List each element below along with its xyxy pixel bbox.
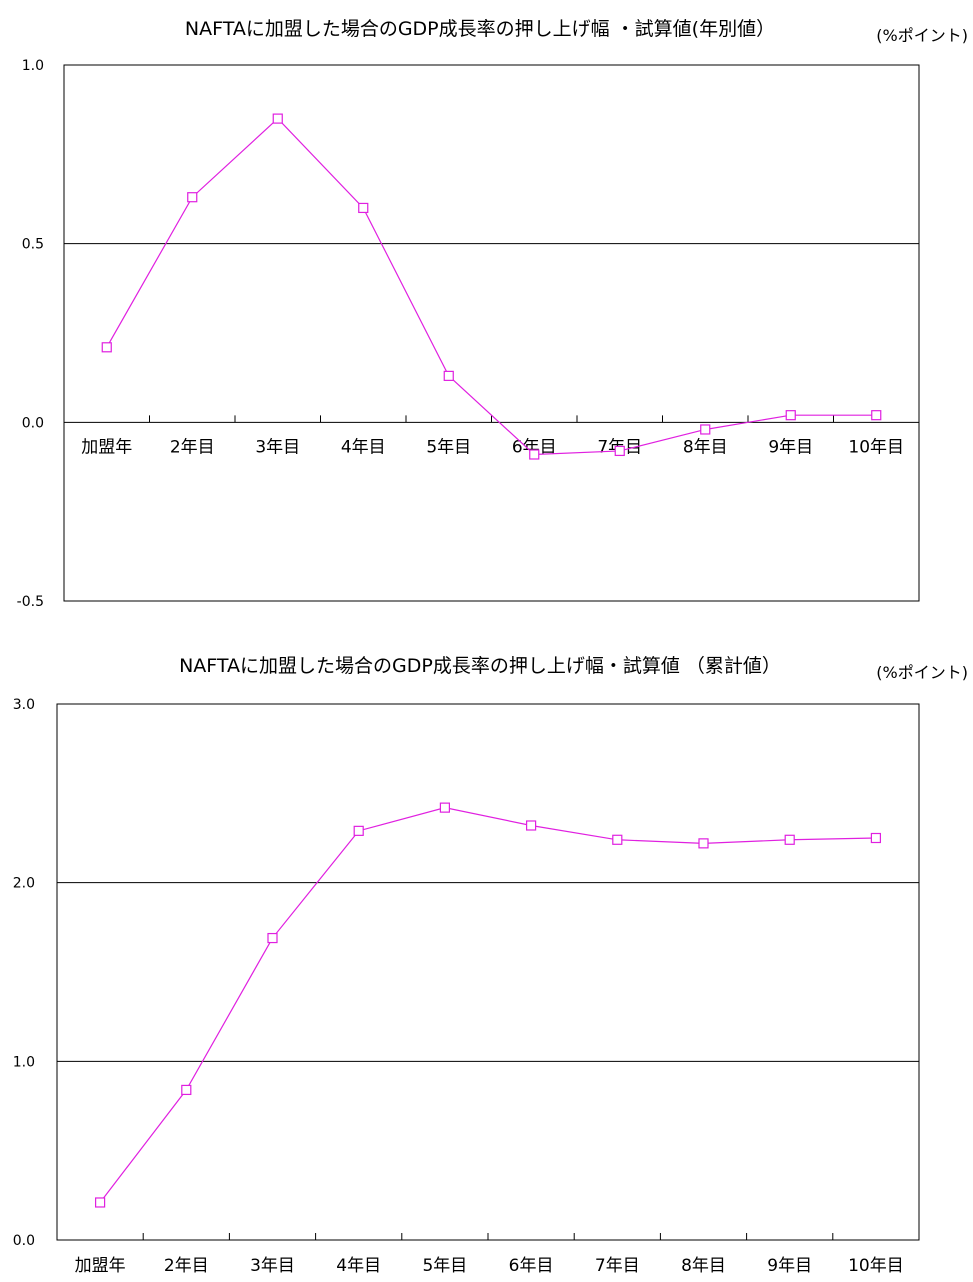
series-line: [101, 113, 882, 460]
annual-chart: NAFTAに加盟した場合のGDP成長率の押し上げ幅 ・試算値(年別値） (%ポイ…: [17, 18, 968, 610]
data-point: [700, 424, 711, 435]
data-point: [698, 838, 709, 849]
x-tick-label: 8年目: [681, 1256, 726, 1276]
series-line-path: [106, 117, 877, 456]
y-tick-label: 0.0: [13, 1233, 35, 1249]
unit-label: (%ポイント): [876, 663, 968, 682]
x-tick-label: 4年目: [341, 437, 386, 457]
y-tick-label: 1.0: [13, 1054, 35, 1070]
data-point: [443, 370, 454, 381]
y-tick-label: 0.0: [22, 415, 44, 431]
x-tick-label: 6年目: [512, 437, 557, 457]
data-point: [785, 410, 796, 421]
x-tick-label: 10年目: [848, 1256, 904, 1276]
x-axis: [64, 415, 919, 423]
gridlines: [57, 882, 919, 1062]
y-tick-labels: -0.5 0.0 0.5 1.0: [17, 58, 44, 610]
cumulative-chart: NAFTAに加盟した場合のGDP成長率の押し上げ幅・試算値 （累計値） (%ポイ…: [13, 655, 968, 1276]
data-point: [187, 192, 198, 203]
data-point: [181, 1084, 192, 1096]
data-point: [614, 445, 625, 457]
series-line-path: [99, 807, 876, 1203]
y-tick-labels: 0.0 1.0 2.0 3.0: [13, 697, 35, 1249]
plot-area: [63, 64, 920, 602]
series-line: [94, 802, 882, 1208]
data-point: [353, 825, 364, 836]
data-point: [272, 113, 283, 124]
x-tick-label: 2年目: [170, 437, 215, 457]
x-tick-label: 加盟年: [81, 437, 132, 457]
x-tick-label: 3年目: [255, 437, 300, 457]
x-tick-label: 8年目: [683, 437, 728, 457]
data-point: [784, 834, 795, 845]
x-tick-labels: 加盟年 2年目 3年目 4年目 5年目 6年目 7年目 8年目 9年目 10年目: [75, 1256, 904, 1276]
x-tick-label: 7年目: [595, 1256, 640, 1276]
x-tick-label: 9年目: [767, 1256, 812, 1276]
y-tick-label: 3.0: [13, 697, 35, 713]
y-tick-label: 1.0: [22, 58, 44, 74]
data-point: [525, 820, 537, 831]
chart-title: NAFTAに加盟した場合のGDP成長率の押し上げ幅・試算値 （累計値）: [179, 655, 781, 677]
x-tick-label: 10年目: [848, 437, 904, 457]
chart-title: NAFTAに加盟した場合のGDP成長率の押し上げ幅 ・試算値(年別値）: [185, 18, 775, 40]
y-tick-label: 2.0: [13, 876, 35, 892]
x-tick-label: 5年目: [426, 437, 471, 457]
y-tick-label: -0.5: [17, 594, 44, 610]
data-point: [612, 834, 623, 845]
data-point: [439, 802, 450, 813]
x-tick-label: 6年目: [509, 1256, 554, 1276]
x-tick-label: 2年目: [164, 1256, 209, 1276]
x-tick-label: 4年目: [336, 1256, 381, 1276]
x-tick-label: 5年目: [422, 1256, 467, 1276]
plot-area: [56, 703, 920, 1241]
unit-label: (%ポイント): [876, 26, 968, 45]
data-point: [871, 410, 882, 421]
data-point: [358, 202, 369, 214]
data-point: [529, 449, 540, 460]
y-tick-label: 0.5: [22, 237, 44, 253]
x-tick-label: 9年目: [768, 437, 813, 457]
data-point: [267, 932, 278, 944]
x-tick-label: 加盟年: [75, 1256, 126, 1276]
data-point: [101, 342, 112, 353]
data-point: [94, 1197, 106, 1208]
x-axis: [57, 1233, 919, 1241]
data-point: [870, 832, 882, 844]
x-tick-label: 3年目: [250, 1256, 295, 1276]
